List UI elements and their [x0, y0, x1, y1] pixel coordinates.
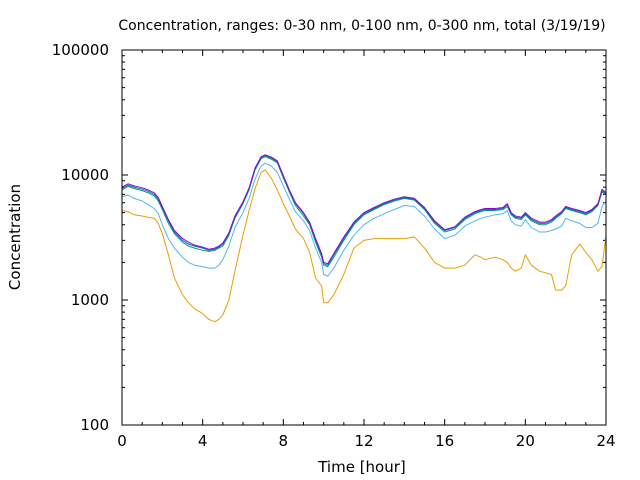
- y-tick-label: 100: [80, 416, 109, 434]
- series-line-3: [121, 156, 607, 268]
- tick-labels: 0 4 8 12 16 20 24 100 1000 10000 100000: [52, 41, 616, 450]
- x-tick-label: 12: [354, 432, 373, 450]
- x-tick-label: 24: [596, 432, 615, 450]
- y-tick-label: 100000: [52, 41, 109, 59]
- series-layer: [121, 154, 607, 323]
- series-line-2: [121, 162, 607, 277]
- chart-title: Concentration, ranges: 0-30 nm, 0-100 nm…: [118, 18, 605, 34]
- x-tick-label: 20: [516, 432, 535, 450]
- y-tick-label: 10000: [61, 166, 109, 184]
- y-axis-label: Concentration: [6, 184, 24, 290]
- x-tick-label: 8: [279, 432, 289, 450]
- plot-frame: [121, 49, 607, 426]
- x-tick-label: 0: [117, 432, 127, 450]
- x-tick-label: 4: [198, 432, 208, 450]
- x-tick-label: 16: [435, 432, 454, 450]
- axis-ticks: [121, 49, 607, 426]
- x-axis-label: Time [hour]: [317, 458, 406, 476]
- y-tick-label: 1000: [71, 291, 109, 309]
- series-line-1: [121, 169, 607, 323]
- series-line-4: [121, 155, 607, 266]
- series-line-5: [121, 154, 607, 265]
